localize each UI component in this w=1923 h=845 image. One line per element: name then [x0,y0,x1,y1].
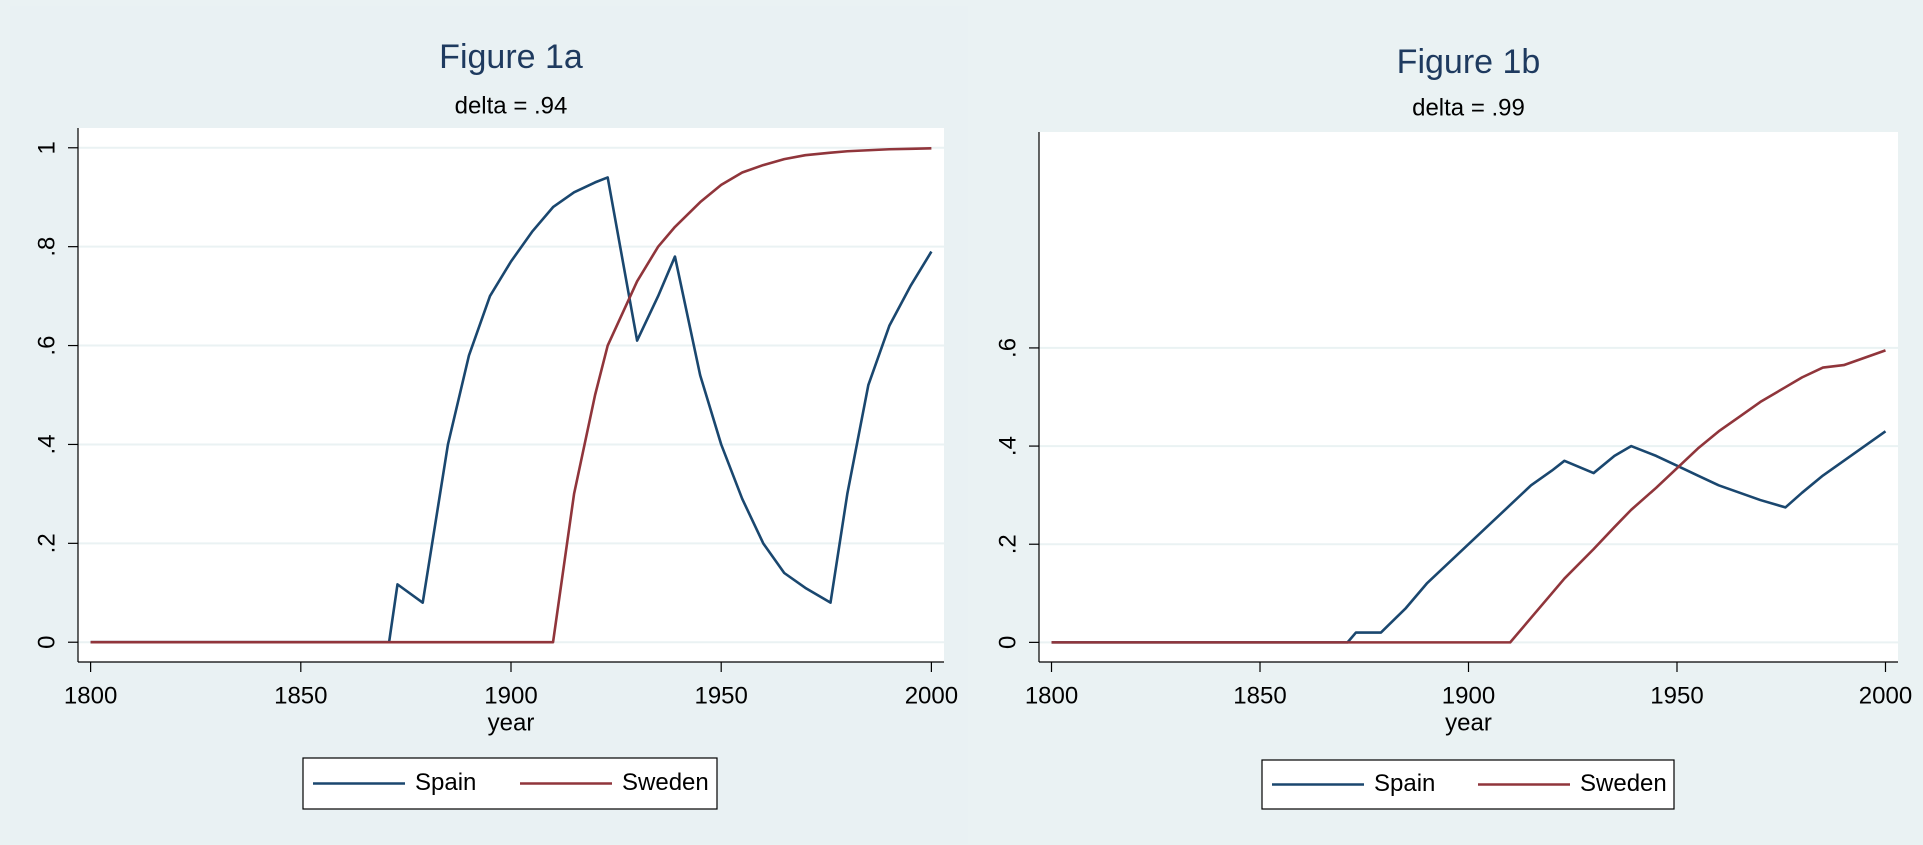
y-tick-label: .2 [994,534,1021,554]
series-line [1051,349,1886,644]
y-tick-label: .4 [994,436,1021,456]
y-tick-label: .2 [33,533,60,553]
y-tick-label: .6 [994,338,1021,358]
legend-label: Spain [415,769,476,796]
y-tick-label: 1 [33,141,60,154]
x-tick-label: 1900 [484,682,537,709]
chart-title: Figure 1a [439,38,583,76]
x-tick-label: 1850 [274,682,327,709]
legend-label: Sweden [1580,770,1667,797]
x-tick-label: 1950 [694,682,747,709]
x-tick-label: 2000 [1859,682,1912,709]
y-tick-label: .8 [33,237,60,257]
x-tick-label: 1800 [1025,682,1078,709]
series-line [90,176,933,644]
chart-subtitle: delta = .94 [455,92,568,119]
x-axis-label: year [1445,709,1492,736]
y-tick-label: .4 [33,434,60,454]
y-tick-label: 0 [33,636,60,649]
plot-area [1039,132,1898,662]
x-tick-label: 2000 [905,682,958,709]
x-tick-label: 1900 [1442,682,1495,709]
plot-area [78,128,944,662]
y-tick-label: .6 [33,336,60,356]
x-axis-label: year [488,709,535,736]
chart-subtitle: delta = .99 [1412,94,1525,121]
chart-title: Figure 1b [1397,43,1541,81]
x-tick-label: 1950 [1650,682,1703,709]
series-line [1051,430,1887,644]
legend-label: Spain [1374,770,1435,797]
y-tick-label: 0 [994,636,1021,649]
series-line [90,146,932,644]
x-tick-label: 1850 [1233,682,1286,709]
x-tick-label: 1800 [64,682,117,709]
legend-label: Sweden [622,769,709,796]
